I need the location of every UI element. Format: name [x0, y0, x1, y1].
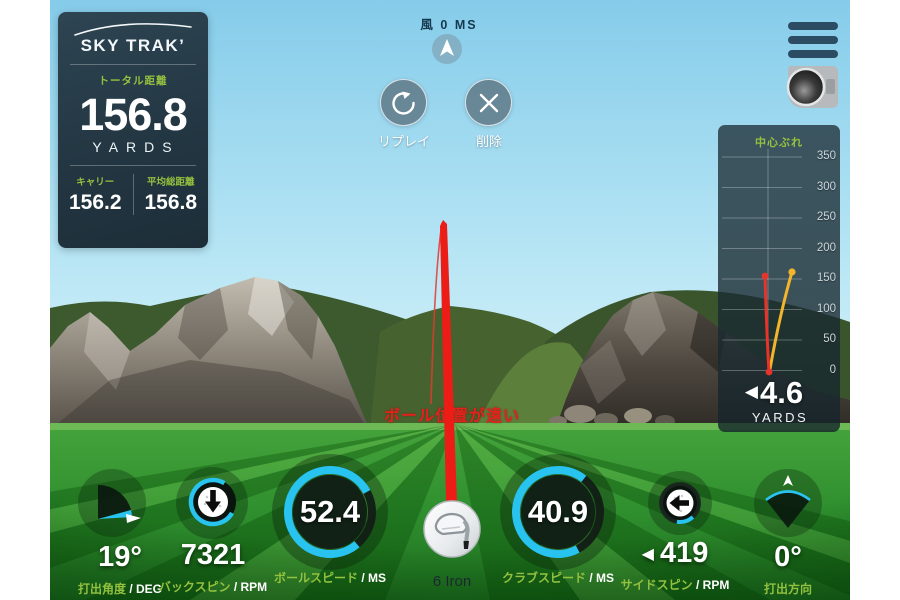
- backspin-ball-icon: [188, 477, 238, 527]
- backspin-gauge: 7321 バックスピン / RPM: [153, 470, 273, 595]
- offline-deviation-panel: 中心ぶれ 350 300 250 200 150 100 50: [718, 125, 840, 432]
- launch-angle-unit: / DEG: [129, 582, 163, 596]
- ball-speed-unit: / MS: [361, 571, 387, 585]
- ball-position-alert: ボール位置が遠い: [383, 408, 520, 425]
- launch-angle-label: 打出角度: [77, 582, 126, 596]
- distance-stats-panel: SKY TRAK’ トータル距離 156.8 YARDS キャリー 156.2 …: [58, 12, 208, 248]
- simulator-stage: ボール位置が遠い SKY TRAK’ トータル距離 156.8 YARDS キャ…: [50, 0, 850, 600]
- club-icon: [423, 500, 481, 558]
- delete-button-label: 削除: [475, 134, 502, 149]
- skytrak-swoosh-icon: [74, 23, 192, 36]
- deviation-previous-shot-line: [768, 270, 794, 371]
- axis-tick: 0: [829, 364, 836, 376]
- left-triangle-icon: ◀: [641, 546, 654, 563]
- average-total-distance-stat: 平均総距離 156.8: [132, 174, 209, 216]
- ball-speed-ring-icon: [284, 466, 376, 558]
- divider: [70, 165, 196, 167]
- hamburger-icon: [788, 22, 838, 30]
- backspin-value: 7321: [180, 539, 246, 571]
- club-speed-unit: / MS: [589, 571, 615, 585]
- side-spin-gauge: ◀ 419 サイドスピン / RPM: [610, 474, 740, 593]
- deviation-chart: [722, 149, 802, 376]
- side-spin-label: サイドスピン: [620, 578, 693, 592]
- launch-direction-gauge: 0° 打出方向: [728, 472, 848, 597]
- launch-direction-value: 0°: [774, 541, 802, 573]
- side-spin-unit: / RPM: [696, 578, 730, 592]
- replay-icon: [391, 91, 415, 115]
- deviation-current-shot-line: [763, 274, 771, 374]
- axis-tick: 100: [816, 303, 836, 315]
- divider: [70, 64, 196, 65]
- skytrak-logo: SKY TRAK’: [80, 36, 186, 55]
- axis-tick: 300: [816, 181, 836, 193]
- replay-button-label: リプレイ: [377, 134, 430, 149]
- ball-speed-label: ボールスピード: [273, 571, 358, 585]
- ball-speed-value: 52.4: [299, 494, 361, 529]
- carry-label: キャリー: [76, 177, 115, 189]
- club-indicator: 6 Iron: [392, 499, 512, 590]
- average-total-label: 平均総距離: [146, 177, 195, 189]
- compass-arrow-icon: [440, 39, 454, 56]
- total-distance-value: 156.8: [79, 89, 188, 140]
- club-speed-label: クラブスピード: [501, 571, 586, 585]
- deviation-value: 4.6: [759, 375, 804, 410]
- launch-direction-icon: [765, 475, 811, 528]
- replay-button[interactable]: [380, 79, 427, 126]
- carry-distance-stat: キャリー 156.2: [58, 174, 133, 215]
- axis-tick: 200: [816, 242, 836, 254]
- delete-button[interactable]: [465, 79, 512, 126]
- camera-lens-icon: [786, 67, 826, 107]
- side-spin-value: ◀ 419: [641, 537, 709, 569]
- deviation-unit: YARDS: [751, 410, 809, 425]
- average-total-value: 156.8: [144, 191, 198, 215]
- launch-direction-label: 打出方向: [763, 582, 812, 596]
- backspin-label: バックスピン: [158, 580, 231, 594]
- axis-tick: 250: [816, 211, 836, 223]
- wind-direction-compass: [432, 34, 462, 64]
- launch-angle-value: 19°: [98, 541, 142, 573]
- total-distance-unit: YARDS: [92, 139, 180, 156]
- side-spin-ball-icon: [659, 482, 701, 524]
- club-speed-value: 40.9: [527, 494, 589, 529]
- launch-angle-gauge: 19° 打出角度 / DEG: [60, 472, 180, 597]
- axis-tick: 150: [816, 272, 836, 284]
- axis-tick: 350: [816, 150, 836, 162]
- total-distance-label: トータル距離: [98, 75, 168, 87]
- backspin-unit: / RPM: [233, 580, 268, 594]
- ball-speed-gauge: 52.4 ボールスピード / MS: [260, 457, 400, 586]
- left-triangle-icon: ◀: [744, 382, 758, 401]
- close-icon: [479, 93, 498, 112]
- club-speed-gauge: 40.9 クラブスピード / MS: [488, 457, 628, 586]
- wind-indicator-label: 風 0 MS: [420, 18, 478, 32]
- axis-tick: 50: [823, 333, 836, 345]
- club-name: 6 Iron: [432, 573, 472, 590]
- launch-angle-icon: [98, 484, 141, 523]
- deviation-title: 中心ぶれ: [755, 137, 803, 149]
- menu-button[interactable]: [788, 22, 838, 64]
- carry-value: 156.2: [68, 191, 122, 215]
- club-speed-ring-icon: [512, 466, 605, 558]
- camera-button[interactable]: [782, 64, 844, 110]
